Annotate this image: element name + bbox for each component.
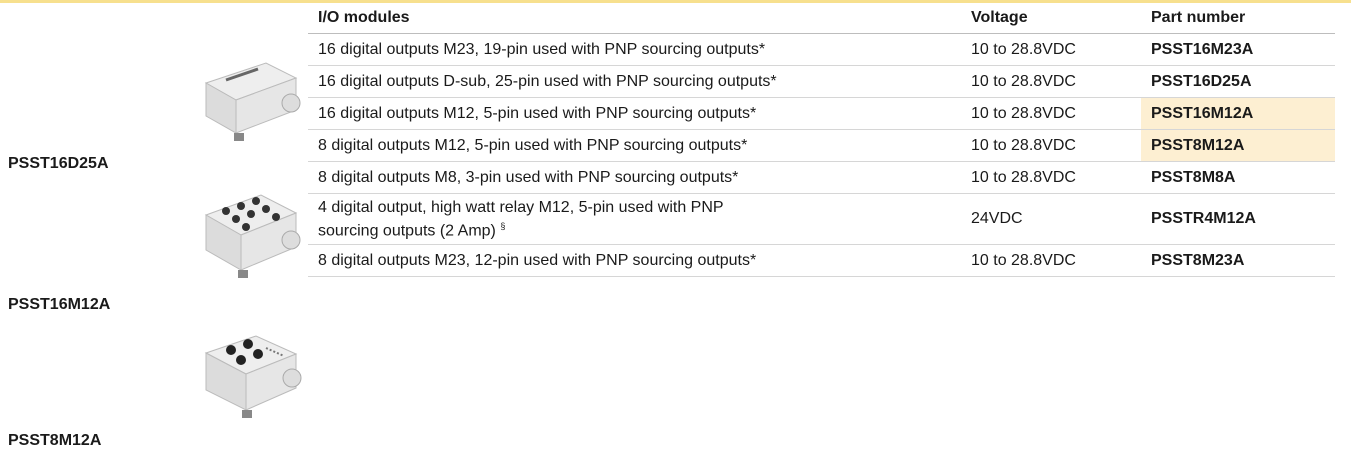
part-number: PSST8M8A [1141,161,1335,194]
table-row: 8 digital outputs M12, 5-pin used with P… [308,129,1335,162]
voltage: 10 to 28.8VDC [961,65,1141,98]
voltage: 10 to 28.8VDC [961,33,1141,66]
voltage: 24VDC [961,193,1141,246]
module-description: 16 digital outputs M23, 19-pin used with… [308,33,961,66]
module-description: 16 digital outputs M12, 5-pin used with … [308,97,961,130]
header-cell: Voltage [961,3,1141,34]
module-description: 4 digital output, high watt relay M12, 5… [308,193,961,246]
module-description: 16 digital outputs D-sub, 25-pin used wi… [308,65,961,98]
table-body: 16 digital outputs M23, 19-pin used with… [308,33,1335,278]
module-description: 8 digital outputs M23, 12-pin used with … [308,244,961,278]
product-label: PSST16M12A [8,296,111,313]
voltage: 10 to 28.8VDC [961,161,1141,194]
part-number: PSST8M23A [1141,244,1335,278]
module-description: 8 digital outputs M8, 3-pin used with PN… [308,161,961,194]
table-row: 16 digital outputs D-sub, 25-pin used wi… [308,65,1335,98]
device-image [204,335,302,418]
part-number: PSST8M12A [1141,129,1335,162]
table-row: 8 digital outputs M23, 12-pin used with … [308,244,1335,278]
header-row: I/O modules Voltage Part number [308,3,1335,34]
table-row: 16 digital outputs M12, 5-pin used with … [308,97,1335,130]
product-table: I/O modules Voltage Part number 16 digit… [308,3,1335,278]
product-images: PSST16D25A PSST16M12A PSST8M12A [0,3,308,457]
part-number: PSST16M23A [1141,33,1335,66]
table-row: 16 digital outputs M23, 19-pin used with… [308,33,1335,66]
header-cell: I/O modules [308,3,961,34]
part-number: PSSTR4M12A [1141,193,1335,246]
device-image [204,194,301,278]
part-number: PSST16M12A [1141,97,1335,130]
table-row: 8 digital outputs M8, 3-pin used with PN… [308,161,1335,194]
voltage: 10 to 28.8VDC [961,97,1141,130]
header-cell: Part number [1141,3,1335,34]
footnote-mark: § [500,221,506,231]
top-rule [0,0,1351,3]
device-image [204,62,301,141]
description-text: 4 digital output, high watt relay M12, 5… [318,194,788,244]
table-row: 4 digital output, high watt relay M12, 5… [308,193,1335,246]
description-text: 4 digital output, high watt relay M12, 5… [318,199,724,240]
product-label: PSST16D25A [8,155,109,172]
product-label: PSST8M12A [8,432,102,449]
part-number: PSST16D25A [1141,65,1335,98]
module-description: 8 digital outputs M12, 5-pin used with P… [308,129,961,162]
voltage: 10 to 28.8VDC [961,244,1141,278]
voltage: 10 to 28.8VDC [961,129,1141,162]
